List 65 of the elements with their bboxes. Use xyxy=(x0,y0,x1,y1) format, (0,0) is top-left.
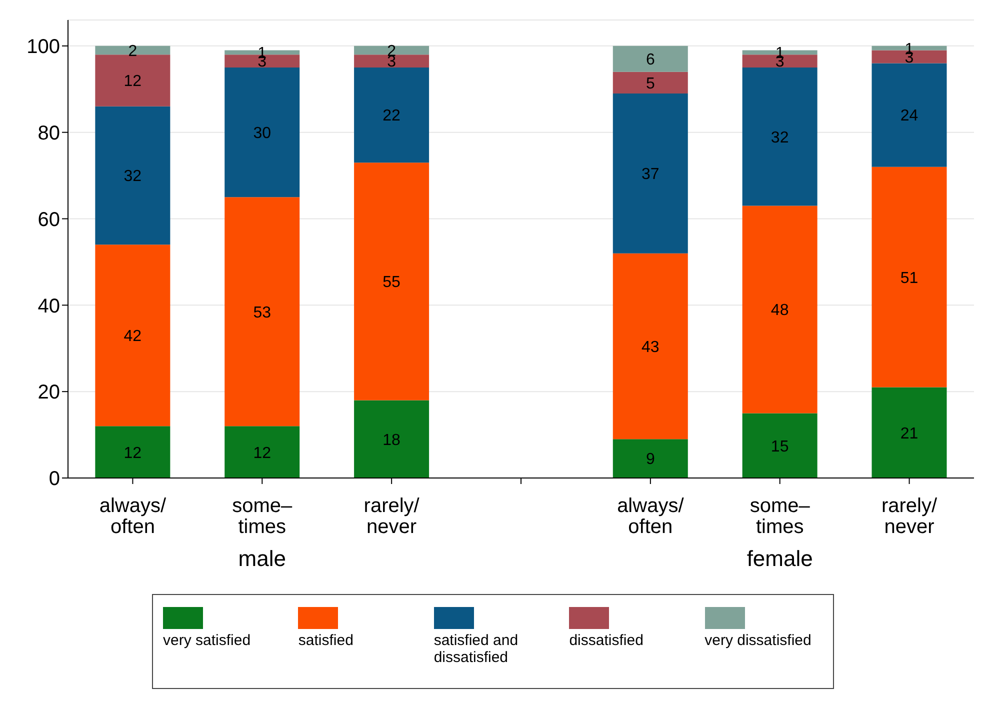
data-label: 12 xyxy=(253,444,272,462)
data-label: 15 xyxy=(770,438,789,456)
x-tick-label: always/ often xyxy=(617,495,684,538)
data-label: 22 xyxy=(382,108,401,125)
data-label: 18 xyxy=(382,432,401,449)
data-label: 9 xyxy=(646,451,655,468)
y-tick-label: 60 xyxy=(38,208,60,231)
data-label: 43 xyxy=(641,338,660,356)
data-label: 42 xyxy=(124,328,142,346)
data-label: 21 xyxy=(900,425,918,442)
bar xyxy=(872,63,947,167)
data-label: 51 xyxy=(900,270,918,287)
y-tick-label: 20 xyxy=(38,382,60,404)
bar xyxy=(742,68,818,206)
x-tick-label: some– times xyxy=(750,495,811,538)
bar xyxy=(612,253,688,440)
legend-label: dissatisfied xyxy=(569,632,644,649)
x-tick-label: rarely/ never xyxy=(881,495,938,538)
data-label: 6 xyxy=(646,52,655,69)
bar xyxy=(224,426,300,478)
data-label: 5 xyxy=(646,75,655,92)
bar xyxy=(612,93,688,254)
legend-label: satisfied xyxy=(298,632,354,649)
data-label: 53 xyxy=(253,304,272,322)
bar xyxy=(95,244,170,426)
y-tick-label: 100 xyxy=(26,36,60,58)
bar xyxy=(95,106,170,245)
data-label: 37 xyxy=(641,166,660,184)
bar xyxy=(742,413,818,478)
bar xyxy=(612,439,688,478)
y-tick-label: 40 xyxy=(38,295,60,318)
bar xyxy=(742,206,818,414)
x-tick-label: some– times xyxy=(232,495,294,538)
data-label: 32 xyxy=(770,129,789,146)
bar xyxy=(354,54,430,68)
bar xyxy=(612,72,688,94)
text: male xyxy=(237,546,287,572)
data-label: 12 xyxy=(124,444,142,462)
bar xyxy=(354,162,430,400)
data-label: 2 xyxy=(128,42,138,60)
data-label: 55 xyxy=(382,274,401,292)
bar xyxy=(872,166,947,388)
data-label: 30 xyxy=(253,125,272,142)
legend-label: satisfied and dissatisfied xyxy=(434,632,520,666)
x-tick-label: always/ often xyxy=(99,495,166,538)
bar xyxy=(612,46,688,72)
data-label: 24 xyxy=(900,108,918,125)
bar xyxy=(354,68,430,163)
data-label: 12 xyxy=(124,73,142,90)
data-label: 48 xyxy=(770,302,789,320)
legend-label: very dissatisfied xyxy=(704,632,812,649)
bar xyxy=(224,68,300,198)
bar xyxy=(354,46,430,55)
y-tick-label: 0 xyxy=(48,468,60,490)
y-tick-label: 80 xyxy=(38,122,60,144)
bar xyxy=(95,54,170,106)
bar xyxy=(95,426,170,478)
bar xyxy=(872,387,947,478)
x-tick-label: rarely/ never xyxy=(364,495,420,538)
text: female xyxy=(746,546,814,572)
bar xyxy=(95,46,170,55)
legend-label: very satisfied xyxy=(163,632,252,649)
bar xyxy=(354,400,430,478)
data-label: 32 xyxy=(124,168,142,186)
bar xyxy=(224,197,300,426)
